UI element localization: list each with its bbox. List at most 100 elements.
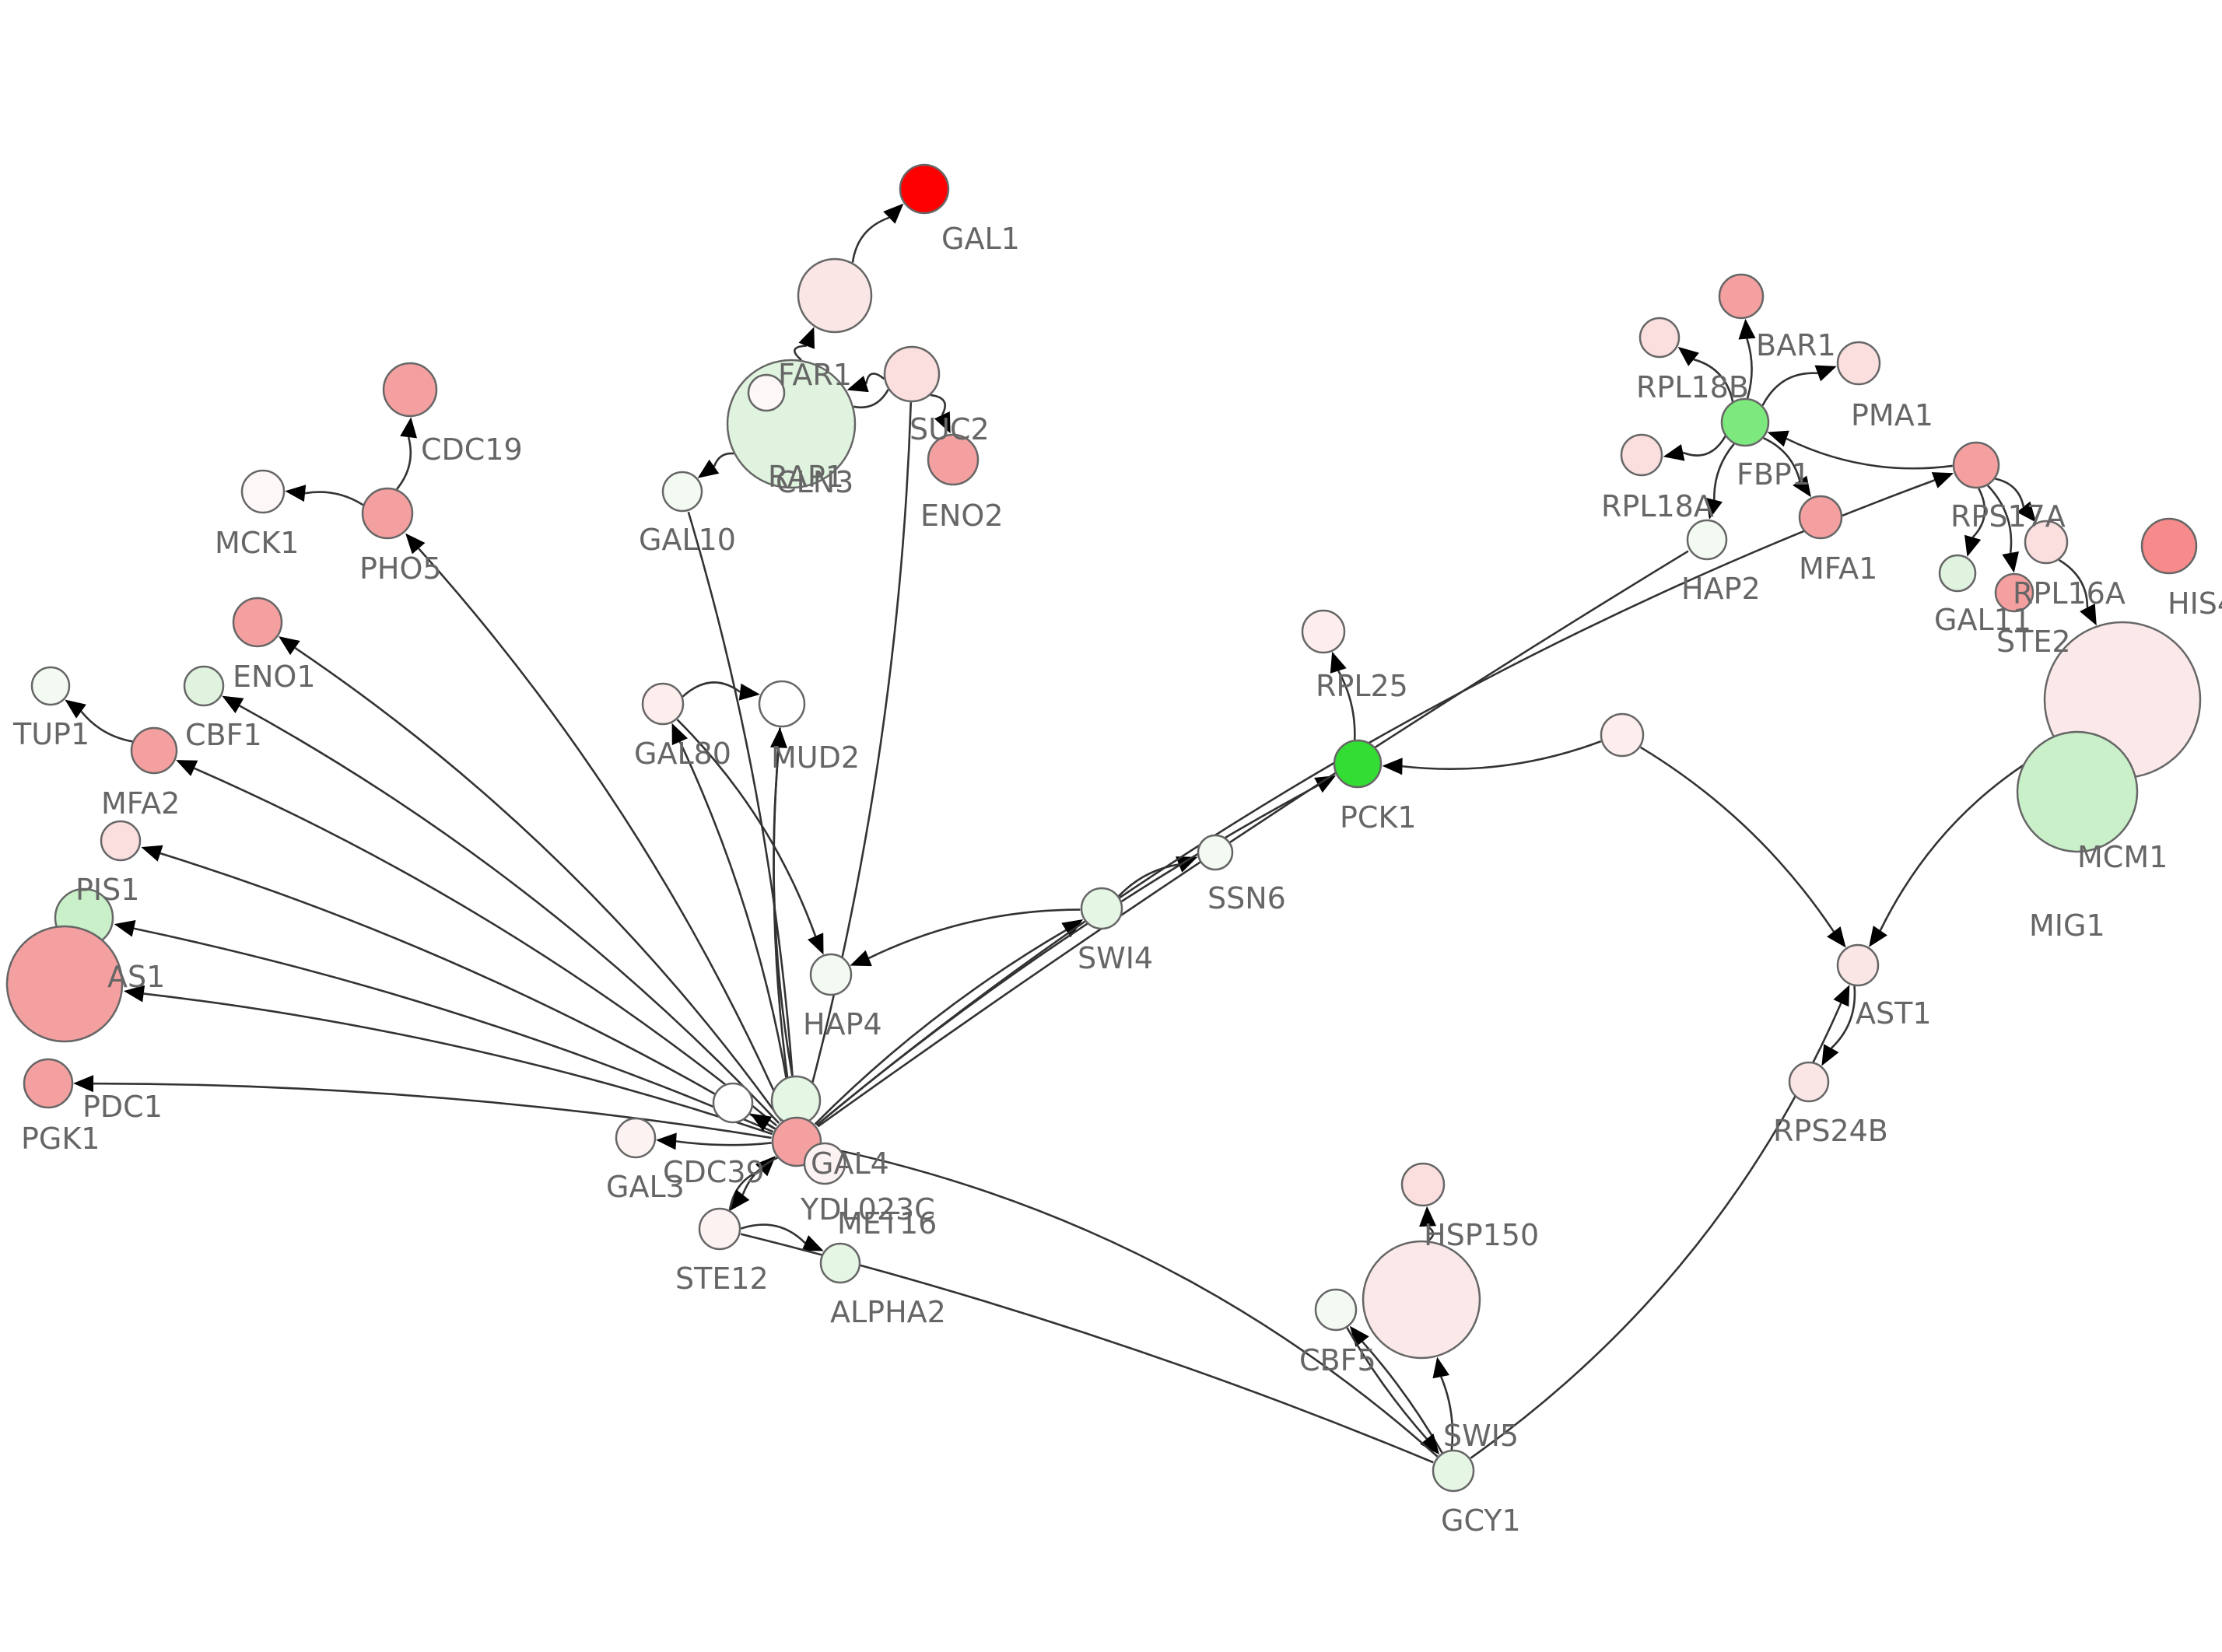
edge-pho5-to-cdc19[interactable] bbox=[396, 436, 412, 490]
node-alpha2[interactable] bbox=[819, 1242, 861, 1284]
node-mig1[interactable] bbox=[2016, 730, 2139, 853]
edge-suc2-to-cln3[interactable] bbox=[865, 373, 885, 384]
edge-gal10-to-gal4[interactable] bbox=[687, 511, 797, 1117]
node-mud2[interactable] bbox=[758, 680, 806, 728]
edge-gal4-to-gcy1[interactable] bbox=[822, 1146, 1439, 1458]
node-cdc39[interactable] bbox=[712, 1082, 754, 1124]
edge-far1-to-gal1[interactable] bbox=[851, 216, 890, 263]
edge-pho5-to-mck1[interactable] bbox=[304, 491, 364, 506]
edge-swi4-to-hap4[interactable] bbox=[868, 908, 1081, 960]
edge-rps17a-to-fbp1[interactable] bbox=[1786, 437, 1953, 470]
edge-fbp1-to-pma1[interactable] bbox=[1761, 372, 1818, 406]
node-fbp1[interactable] bbox=[1720, 397, 1770, 447]
node-hsp150[interactable] bbox=[1400, 1162, 1446, 1207]
edge-pck1-to-rpl25[interactable] bbox=[1337, 670, 1356, 740]
node-ydl023c[interactable] bbox=[803, 1142, 846, 1185]
edge-cln3-to-suc2[interactable] bbox=[853, 389, 889, 409]
edge-suc2-to-eno2[interactable] bbox=[930, 394, 946, 416]
node-eno1[interactable] bbox=[232, 597, 283, 648]
node-pgk1[interactable] bbox=[23, 1058, 74, 1109]
node-pdc1[interactable] bbox=[5, 925, 124, 1043]
edge-rps17a-to-rpl16a[interactable] bbox=[1995, 478, 2025, 507]
node-pck1[interactable] bbox=[1333, 739, 1383, 789]
node-gcy1[interactable] bbox=[1432, 1449, 1475, 1493]
node-tup1[interactable] bbox=[30, 666, 71, 706]
edge-gal4-to-pis1[interactable] bbox=[159, 852, 776, 1130]
node-mfa1[interactable] bbox=[1798, 495, 1843, 540]
node-far1[interactable] bbox=[797, 257, 873, 334]
edge-ste12-to-alpha2[interactable] bbox=[740, 1223, 806, 1244]
node-rpl25[interactable] bbox=[1301, 609, 1346, 654]
node-ast1[interactable] bbox=[1836, 943, 1880, 987]
edge-gal4-to-ste12[interactable] bbox=[741, 1157, 778, 1195]
node-hap4[interactable] bbox=[809, 953, 853, 996]
node-rpl16a[interactable] bbox=[2024, 520, 2069, 565]
edge-mfa2-to-tup1[interactable] bbox=[80, 710, 133, 743]
edge-gal4-to-cdc39[interactable] bbox=[766, 1122, 776, 1130]
edge-fbp1-to-rpl18b[interactable] bbox=[1693, 358, 1734, 402]
node-gal3[interactable] bbox=[615, 1117, 657, 1159]
edge-fbp1-to-mfa1[interactable] bbox=[1763, 437, 1801, 481]
edge-gal4-to-as1[interactable] bbox=[133, 927, 774, 1133]
node-suc2[interactable] bbox=[883, 345, 941, 403]
edge-swi4-to-ssn6[interactable] bbox=[1118, 863, 1179, 898]
edge-cln3-to-far1[interactable] bbox=[794, 345, 807, 361]
node-pis1[interactable] bbox=[100, 820, 142, 862]
node-gal10[interactable] bbox=[661, 471, 703, 513]
node-hap2[interactable] bbox=[1686, 519, 1728, 561]
node-rpl18b[interactable] bbox=[1638, 317, 1681, 359]
edge-rpl16a-to-mcm1[interactable] bbox=[2058, 558, 2089, 608]
node-rps24b[interactable] bbox=[1788, 1061, 1830, 1103]
edge-rps17a-to-ste2[interactable] bbox=[1987, 485, 2013, 554]
node-his4[interactable] bbox=[2140, 517, 2198, 575]
edge-gal4-to-cbf1[interactable] bbox=[239, 705, 780, 1124]
node-bar1[interactable] bbox=[1718, 273, 1765, 320]
arrowhead-icon bbox=[808, 933, 824, 955]
node-rps17a[interactable] bbox=[1952, 441, 2000, 489]
edge-fbp1-to-bar1[interactable] bbox=[1746, 338, 1753, 399]
node-ste12[interactable] bbox=[698, 1207, 741, 1251]
node-gal11[interactable] bbox=[1938, 554, 1977, 593]
node-cbf1[interactable] bbox=[183, 665, 225, 707]
node-eno2[interactable] bbox=[927, 433, 980, 486]
node-ste2[interactable] bbox=[1994, 572, 2034, 613]
edge-rps17a-to-gal11[interactable] bbox=[1971, 488, 1986, 538]
node-swi4[interactable] bbox=[1080, 887, 1123, 930]
edge-gal4-to-eno1[interactable] bbox=[294, 646, 783, 1122]
edge-hap2-to-gal4[interactable] bbox=[817, 550, 1689, 1128]
edge-gal4-to-swi4[interactable] bbox=[814, 929, 1067, 1125]
edge-ast1-to-rps24b[interactable] bbox=[1830, 985, 1856, 1049]
node-label-mcm1: MCM1 bbox=[2077, 840, 2168, 874]
node-cbf5[interactable] bbox=[1314, 1288, 1358, 1332]
edge-suc2-to-gal4[interactable] bbox=[802, 402, 913, 1118]
edge-fbp1-to-hap2[interactable] bbox=[1713, 443, 1735, 500]
edge-gal4-to-gal3[interactable] bbox=[675, 1140, 772, 1146]
node-rap1[interactable] bbox=[747, 373, 786, 412]
edge-gal4-to-mfa2[interactable] bbox=[194, 767, 778, 1127]
edge-gal4-to-gal80[interactable] bbox=[678, 741, 794, 1118]
node-gal1[interactable] bbox=[899, 163, 950, 215]
edge-cln3-to-gal10[interactable] bbox=[713, 452, 734, 467]
edge-fbp1-to-rpl18a[interactable] bbox=[1682, 436, 1726, 457]
edge-gal4-to-pdc1[interactable] bbox=[143, 992, 773, 1136]
node-rpl18a[interactable] bbox=[1620, 433, 1663, 477]
node-cdc19[interactable] bbox=[382, 362, 438, 418]
node-swi5[interactable] bbox=[1362, 1240, 1481, 1360]
edge-gcy1-to-swi5[interactable] bbox=[1440, 1376, 1454, 1451]
node-unl1[interactable] bbox=[1600, 712, 1645, 758]
edge-gal80-to-mud2[interactable] bbox=[682, 681, 741, 698]
node-mfa2[interactable] bbox=[130, 726, 178, 775]
node-pho5[interactable] bbox=[361, 487, 414, 540]
edge-unl1-to-ast1[interactable] bbox=[1639, 746, 1835, 933]
edge-cbf5-to-gcy1[interactable] bbox=[1346, 1327, 1428, 1440]
edge-gal80-to-hap4[interactable] bbox=[676, 719, 817, 937]
edge-swi5-to-hsp150[interactable] bbox=[1427, 1225, 1435, 1242]
node-ssn6[interactable] bbox=[1197, 834, 1234, 871]
edge-gal4-to-pgk1[interactable] bbox=[93, 1082, 772, 1139]
edge-gal4-to-pho5[interactable] bbox=[418, 548, 787, 1119]
node-gal80[interactable] bbox=[641, 682, 685, 726]
node-mck1[interactable] bbox=[240, 469, 286, 514]
node-pma1[interactable] bbox=[1836, 341, 1881, 386]
edge-unl1-to-pck1[interactable] bbox=[1402, 740, 1602, 771]
